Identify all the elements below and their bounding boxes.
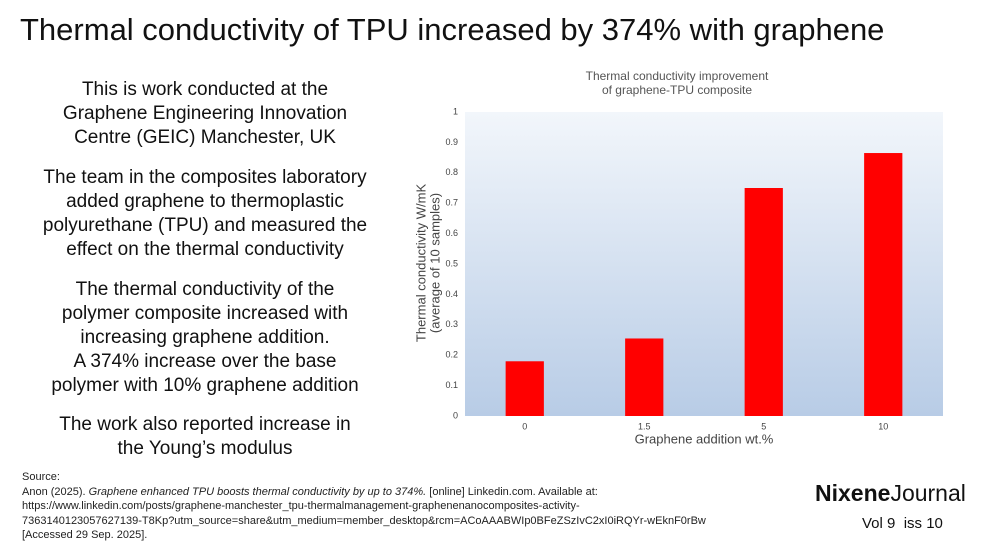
y-tick-label: 1 — [453, 106, 458, 116]
bar — [864, 153, 903, 417]
paragraph-line: added graphene to thermoplastic — [66, 191, 344, 212]
paragraph: The work also reported increase in the Yo… — [5, 413, 405, 461]
source: Source: Anon (2025). Graphene enhanced T… — [22, 470, 706, 543]
chart-title: Thermal conductivity improvement — [586, 69, 769, 83]
issue: Vol 9 iss 10 — [862, 515, 943, 532]
y-tick-label: 0 — [453, 410, 458, 420]
y-axis-label: (average of 10 samples) — [427, 193, 442, 333]
paragraph-line: polymer with 10% graphene addition — [51, 375, 359, 396]
bar — [744, 188, 783, 416]
y-tick-label: 0.7 — [445, 198, 458, 208]
source-url: 7363140123057627139-T8Kp?utm_source=shar… — [22, 514, 706, 527]
brand-bold: Nixene — [815, 480, 891, 506]
x-tick-label: 0 — [522, 421, 527, 431]
paragraph-line: increasing graphene addition. — [80, 327, 330, 348]
paragraph-line: The work also reported increase in — [59, 414, 351, 435]
paragraph-line: the Young’s modulus — [117, 438, 293, 459]
y-axis-label: Thermal conductivity W/mK — [413, 184, 428, 343]
y-tick-label: 0.5 — [445, 258, 458, 268]
y-tick-label: 0.9 — [445, 137, 458, 147]
paragraph: The thermal conductivity of the polymer c… — [5, 278, 405, 398]
paragraph-line: This is work conducted at the — [81, 79, 329, 100]
plot-area — [465, 112, 943, 416]
y-tick-label: 0.8 — [445, 167, 458, 177]
source-accessed: [Accessed 29 Sep. 2025]. — [22, 529, 148, 541]
paragraph-line: polymer composite increased with — [61, 303, 349, 324]
source-url: https://www.linkedin.com/posts/graphene-… — [22, 500, 580, 512]
paragraph-line: effect on the thermal conductivity — [66, 239, 344, 260]
x-tick-label: 1.5 — [638, 421, 651, 431]
page-title: Thermal conductivity of TPU increased by… — [20, 12, 885, 47]
source-title: Graphene enhanced TPU boosts thermal con… — [88, 485, 427, 498]
bar — [625, 338, 664, 416]
source-rest: [online] Linkedin.com. Available at: — [429, 485, 598, 498]
paragraph-line: Graphene Engineering Innovation — [62, 103, 348, 124]
paragraph-line: The team in the composites laboratory — [43, 167, 367, 188]
source-label: Source: — [22, 471, 60, 483]
paragraph-line: Centre (GEIC) Manchester, UK — [74, 127, 336, 148]
bar — [505, 361, 544, 416]
brand-rest: Journal — [890, 480, 966, 506]
source-author: Anon (2025). — [22, 485, 86, 498]
brand: NixeneJournal — [815, 480, 966, 507]
y-tick-label: 0.2 — [445, 350, 458, 360]
y-tick-label: 0.6 — [445, 228, 458, 238]
chart-title: of graphene-TPU composite — [602, 83, 752, 97]
y-tick-label: 0.4 — [445, 289, 458, 299]
x-axis-label: Graphene addition wt.% — [635, 431, 774, 446]
paragraph-line: The thermal conductivity of the — [75, 279, 335, 300]
x-tick-label: 5 — [761, 421, 766, 431]
paragraph-line: A 374% increase over the base — [73, 351, 337, 372]
paragraph: This is work conducted at the Graphene En… — [5, 78, 405, 150]
y-tick-label: 0.1 — [445, 380, 458, 390]
y-tick-label: 0.3 — [445, 319, 458, 329]
paragraph-line: polyurethane (TPU) and measured the — [42, 215, 368, 236]
x-tick-label: 10 — [878, 421, 888, 431]
paragraph: The team in the composites laboratory add… — [5, 166, 405, 262]
